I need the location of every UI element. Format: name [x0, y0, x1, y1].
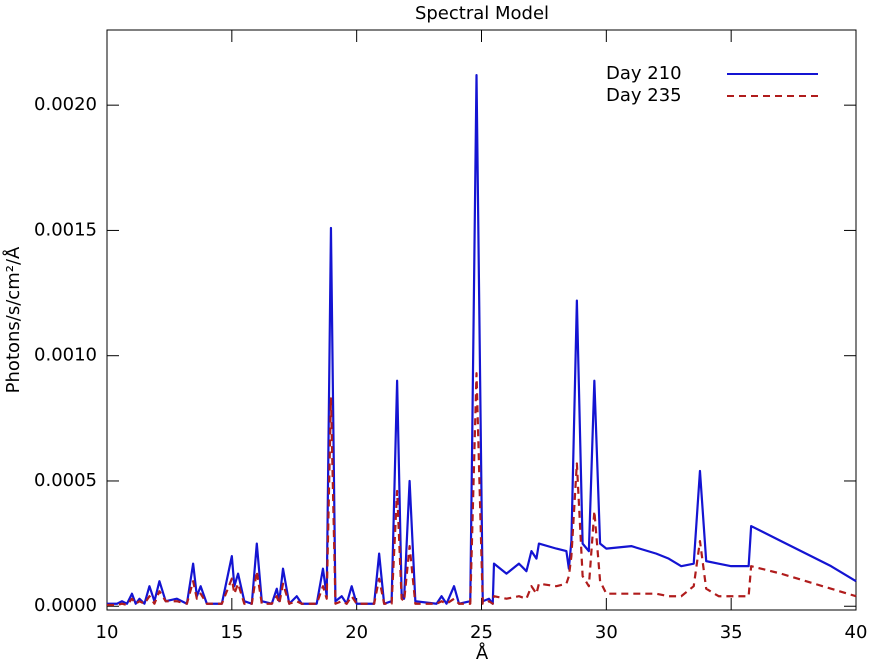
- legend-label: Day 210: [606, 63, 682, 84]
- legend-label: Day 235: [606, 85, 682, 106]
- y-axis-label: Photons/s/cm²/Å: [2, 246, 24, 393]
- x-tick-label: 20: [345, 622, 368, 643]
- x-tick-label: 10: [96, 622, 119, 643]
- x-tick-label: 35: [720, 622, 743, 643]
- x-axis-label: Å: [476, 642, 489, 664]
- y-tick-label: 0.0015: [34, 219, 97, 240]
- y-tick-label: 0.0020: [34, 94, 97, 115]
- x-tick-label: 40: [845, 622, 868, 643]
- x-tick-label: 15: [220, 622, 243, 643]
- y-tick-label: 0.0005: [34, 470, 97, 491]
- y-tick-label: 0.0010: [34, 345, 97, 366]
- x-tick-label: 30: [595, 622, 618, 643]
- y-tick-label: 0.0000: [34, 595, 97, 616]
- series-line: [107, 372, 857, 607]
- x-tick-label: 25: [470, 622, 493, 643]
- chart-title: Spectral Model: [415, 3, 549, 24]
- series-line: [107, 74, 857, 605]
